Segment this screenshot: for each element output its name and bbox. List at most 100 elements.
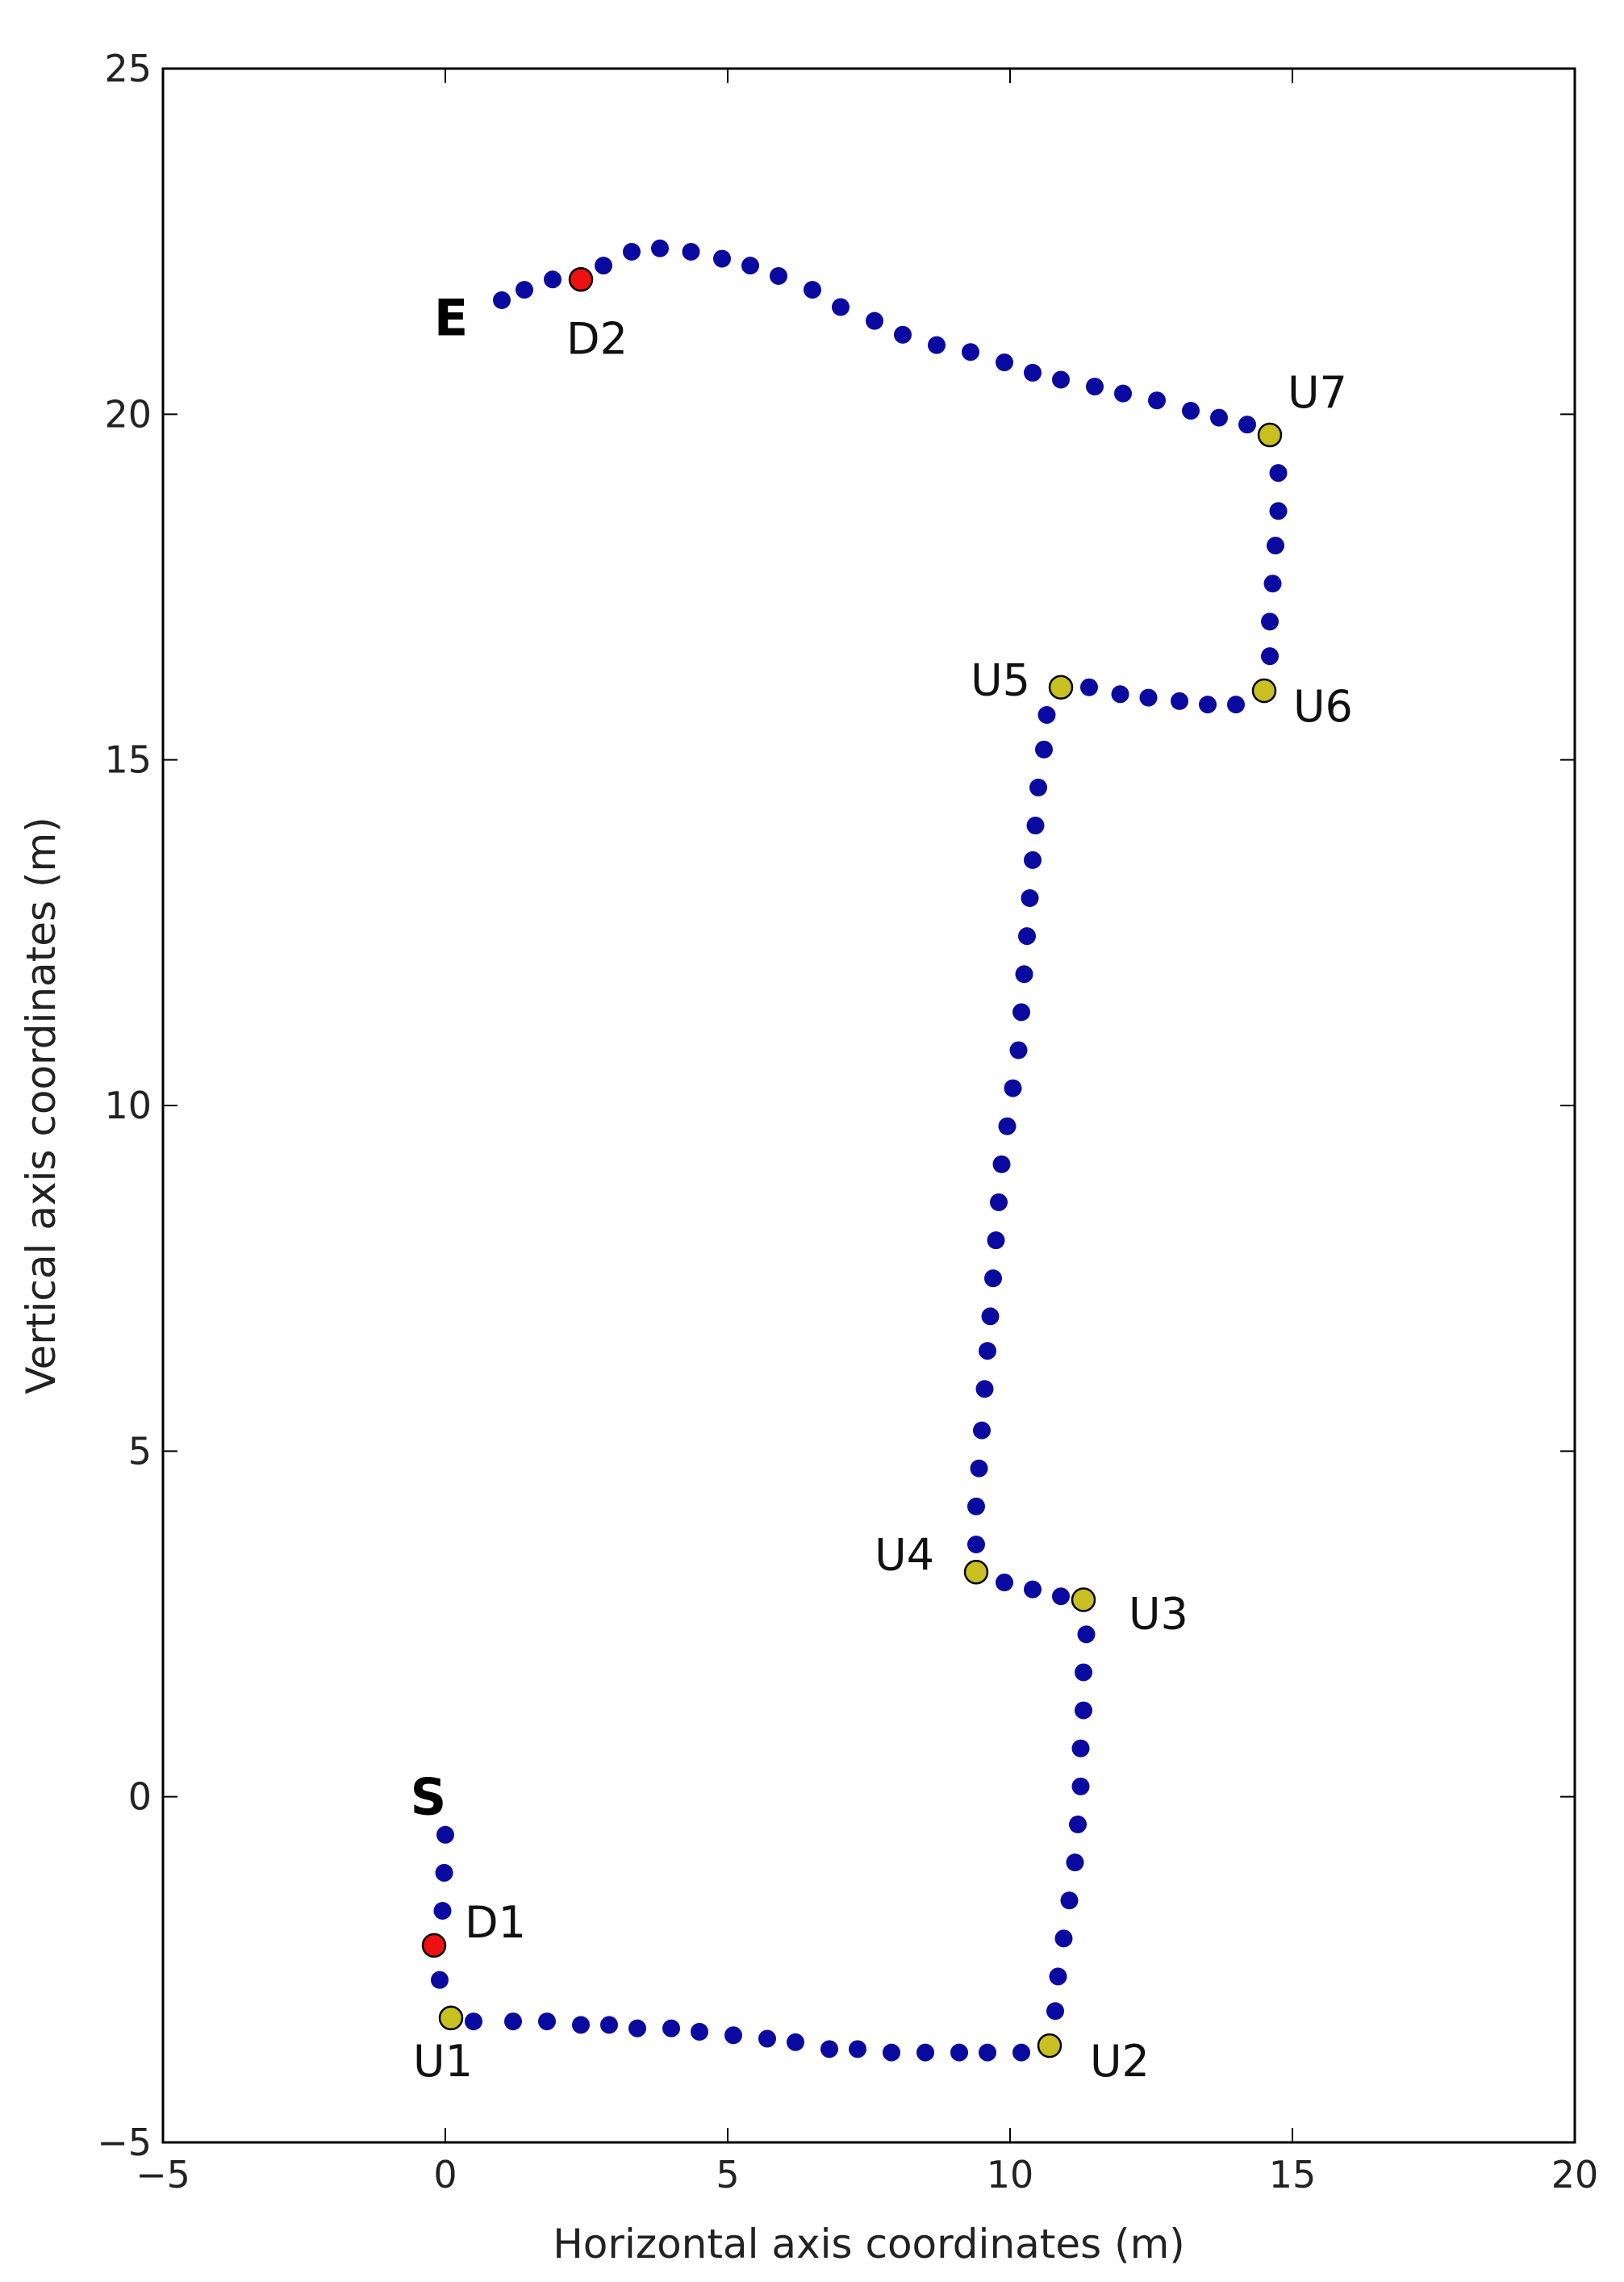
x-tick-label: 10 bbox=[987, 2153, 1034, 2196]
path-point bbox=[628, 2019, 646, 2038]
path-point bbox=[1054, 1929, 1073, 1948]
marker-d1 bbox=[421, 1933, 447, 1958]
label-u5: U5 bbox=[971, 655, 1030, 706]
y-tick-label: 20 bbox=[104, 392, 152, 436]
path-point bbox=[883, 2043, 900, 2062]
path-point bbox=[1071, 1777, 1090, 1795]
x-tick-label: 5 bbox=[716, 2153, 739, 2196]
endpoint-label-s: S bbox=[411, 1768, 447, 1827]
label-d1: D1 bbox=[465, 1897, 526, 1948]
label-d2: D2 bbox=[566, 313, 628, 364]
path-point bbox=[962, 343, 979, 362]
path-point bbox=[1269, 502, 1288, 520]
path-point bbox=[990, 1193, 1008, 1211]
path-point bbox=[572, 2016, 590, 2034]
path-point bbox=[493, 290, 511, 309]
path-point bbox=[431, 1971, 449, 1989]
path-point bbox=[651, 239, 669, 257]
path-point bbox=[820, 2040, 838, 2058]
path-point bbox=[1114, 384, 1132, 403]
path-point bbox=[984, 1269, 1002, 1288]
marker-u4 bbox=[963, 1560, 989, 1585]
endpoint-label-e: E bbox=[434, 288, 468, 347]
path-point bbox=[435, 1863, 453, 1882]
path-point bbox=[724, 2026, 742, 2045]
path-point bbox=[1037, 705, 1056, 724]
marker-u3 bbox=[1071, 1587, 1096, 1612]
path-point bbox=[1029, 778, 1047, 796]
path-point bbox=[1069, 1815, 1087, 1833]
path-point bbox=[928, 336, 946, 354]
path-point bbox=[1052, 370, 1070, 389]
label-u7: U7 bbox=[1288, 367, 1347, 418]
path-point bbox=[894, 325, 912, 344]
y-tick-label: 5 bbox=[128, 1429, 152, 1473]
x-tick-label: 20 bbox=[1551, 2153, 1599, 2196]
marker-u1 bbox=[438, 2005, 464, 2031]
y-tick-label: 15 bbox=[104, 738, 152, 782]
path-point bbox=[970, 1459, 988, 1477]
labeled-points-group bbox=[421, 267, 1283, 2058]
path-point bbox=[1066, 1854, 1084, 1872]
path-point bbox=[981, 1307, 1000, 1326]
path-point bbox=[1024, 1580, 1042, 1599]
path-point bbox=[436, 1825, 454, 1844]
path-point bbox=[992, 1155, 1011, 1173]
label-u3: U3 bbox=[1129, 1589, 1188, 1640]
y-tick-label: 0 bbox=[128, 1775, 152, 1819]
y-tick-label: 25 bbox=[104, 47, 152, 90]
marker-u5 bbox=[1048, 675, 1074, 700]
path-point bbox=[1004, 1079, 1022, 1097]
path-point bbox=[623, 243, 641, 261]
path-point bbox=[916, 2043, 934, 2062]
path-point bbox=[1261, 647, 1279, 666]
path-point bbox=[1012, 2043, 1030, 2062]
path-point bbox=[538, 2012, 556, 2031]
path-point bbox=[504, 2012, 522, 2031]
path-point bbox=[544, 270, 562, 289]
path-point bbox=[516, 281, 533, 299]
path-point bbox=[998, 1117, 1017, 1135]
plot-frame bbox=[161, 67, 1576, 2144]
path-point bbox=[1171, 692, 1188, 710]
path-point bbox=[1182, 402, 1200, 420]
x-axis-label: Horizontal axis coordinates (m) bbox=[553, 2221, 1185, 2267]
path-point bbox=[1060, 1891, 1079, 1910]
path-point bbox=[787, 2033, 804, 2051]
path-point bbox=[1148, 391, 1166, 410]
path-point bbox=[1024, 851, 1042, 869]
path-point bbox=[987, 1231, 1005, 1250]
path-point bbox=[1052, 1587, 1070, 1606]
path-point bbox=[1075, 1663, 1092, 1682]
y-tick-label: 10 bbox=[104, 1084, 152, 1127]
path-point bbox=[1080, 678, 1098, 696]
marker-u2 bbox=[1037, 2033, 1062, 2058]
path-point bbox=[1075, 1701, 1092, 1720]
path-point bbox=[1012, 1003, 1030, 1022]
path-point bbox=[600, 2016, 618, 2034]
tick-label-group: −5 0 5 10 15 20 −5 0 5 10 15 20 25 bbox=[97, 47, 1598, 2196]
path-point bbox=[1261, 612, 1279, 631]
y-axis-label: Vertical axis coordinates (m) bbox=[18, 817, 65, 1394]
path-point bbox=[1086, 378, 1104, 396]
path-point bbox=[979, 2043, 996, 2062]
annotation-group: D1 U1 U2 U3 U4 U5 U6 U7 D2 S E bbox=[411, 288, 1353, 2087]
path-point bbox=[804, 281, 821, 299]
marker-d2 bbox=[568, 267, 594, 292]
path-point bbox=[1267, 537, 1284, 555]
path-point bbox=[758, 2029, 776, 2048]
path-point bbox=[849, 2040, 866, 2058]
path-points-group bbox=[431, 239, 1288, 2062]
path-point bbox=[1035, 740, 1053, 759]
path-point bbox=[770, 267, 787, 285]
x-tick-label: 15 bbox=[1269, 2153, 1317, 2196]
path-point bbox=[691, 2022, 708, 2041]
path-point bbox=[996, 1574, 1013, 1592]
path-point bbox=[1071, 1739, 1090, 1757]
path-point bbox=[1049, 1967, 1067, 1986]
path-point bbox=[866, 311, 883, 330]
path-point bbox=[1009, 1041, 1028, 1060]
path-point bbox=[973, 1421, 991, 1440]
path-point bbox=[1024, 363, 1042, 382]
